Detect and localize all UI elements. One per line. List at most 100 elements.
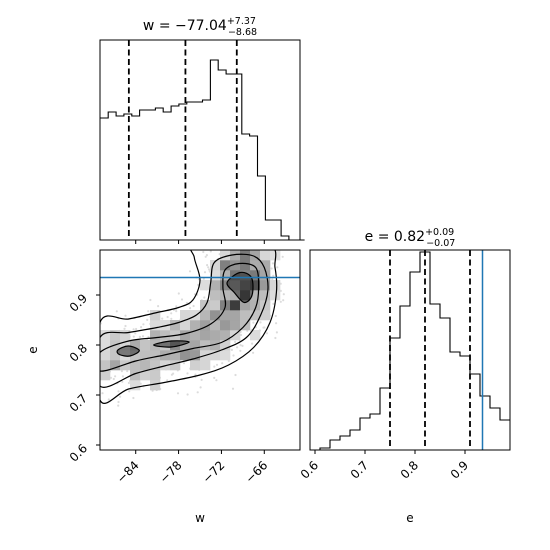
contour-middle [100, 262, 260, 372]
density-cell [220, 260, 231, 271]
e-tick-label: 0.6 [298, 458, 321, 481]
density-cell [150, 320, 161, 331]
density-cell [110, 350, 121, 361]
histogram-step [310, 251, 510, 451]
density-cell [220, 330, 231, 341]
density-cell [160, 330, 171, 341]
density-cell [240, 300, 251, 311]
w-title-upper: +7.37 [227, 16, 256, 27]
e-tick-label: 0.8 [398, 458, 421, 481]
density-cell [260, 250, 271, 261]
density-cell [250, 280, 261, 291]
density-cell [250, 270, 261, 281]
e-axis-ticks: 0.6 0.7 0.8 0.9 [298, 450, 471, 482]
density-cell [270, 290, 281, 301]
w-title-main: w = −77.04 [143, 18, 227, 34]
density-cell [270, 280, 281, 291]
density-cell [230, 300, 241, 311]
density-cell [240, 310, 251, 321]
density-cell [220, 350, 231, 361]
density-cell [260, 260, 271, 271]
density-cell [240, 260, 251, 271]
w-axis-label: w [195, 511, 205, 525]
density-cell [150, 330, 161, 341]
density-cell [120, 330, 131, 341]
density-cell [210, 280, 221, 291]
density-cell [210, 350, 221, 361]
density-cell [130, 370, 141, 381]
density-cell [230, 320, 241, 331]
w-title-lower: −8.68 [228, 27, 257, 38]
density-cell [220, 310, 231, 321]
density-cell [180, 320, 191, 331]
density-cell [260, 290, 271, 301]
e-marginal-frame [309, 249, 511, 451]
density-cell [100, 370, 111, 381]
density-cell [210, 270, 221, 281]
density-cell [130, 360, 141, 371]
density-cell [190, 340, 201, 351]
w-histogram [100, 40, 305, 241]
e-ytick-label: 0.6 [67, 441, 90, 464]
e-title-lower: −0.07 [426, 238, 455, 249]
density-cell [200, 310, 211, 321]
contour-inner [152, 340, 190, 348]
density-cell [250, 290, 261, 301]
density-cell [180, 340, 191, 351]
e-title-main: e = 0.82 [365, 229, 425, 245]
density-cell [170, 350, 181, 361]
2d-frame [99, 249, 301, 451]
density-cell [200, 340, 211, 351]
density-cell [120, 360, 131, 371]
contour-outermost [100, 250, 278, 404]
density-cell [210, 260, 221, 271]
density-cell [210, 330, 221, 341]
density-cell [160, 360, 171, 371]
contour-inner [116, 345, 140, 357]
w-tick-label: −84 [114, 458, 142, 486]
density-cell [170, 360, 181, 371]
density-cell [260, 280, 271, 291]
density-cell [100, 360, 111, 371]
density-cell [260, 310, 271, 321]
density-cell [220, 280, 231, 291]
contour-outer [100, 253, 269, 388]
e-tick-label: 0.7 [348, 458, 371, 481]
w-title: w = −77.04+7.37 −8.68 [143, 16, 257, 38]
density-cell [100, 350, 111, 361]
density-cell [190, 350, 201, 361]
e-yaxis-ticks: 0.6 0.7 0.8 0.9 [67, 291, 100, 465]
density-cell [230, 290, 241, 301]
e-title: e = 0.82+0.09 −0.07 [365, 227, 456, 249]
density-cell [150, 370, 161, 381]
density-cell [170, 320, 181, 331]
density-cell [260, 270, 271, 281]
density-cell [110, 330, 121, 341]
density-cell [160, 320, 171, 331]
density-cell [110, 360, 121, 371]
density-cell [100, 340, 111, 351]
density-contours [100, 250, 278, 404]
density-cell [190, 320, 201, 331]
e-histogram [310, 250, 510, 451]
density-cell [210, 310, 221, 321]
density-cell [250, 250, 261, 261]
e-ytick-label: 0.7 [67, 391, 90, 414]
w-marginal-frame [99, 39, 301, 241]
density-cell [140, 350, 151, 361]
density-cell [200, 330, 211, 341]
density-cell [200, 320, 211, 331]
density-cell [150, 360, 161, 371]
e-axis-label: e [406, 511, 413, 525]
density-cell [220, 340, 231, 351]
density-cell [250, 260, 261, 271]
e-tick-label: 0.9 [448, 458, 471, 481]
density-cell [180, 330, 191, 341]
density-cell [130, 340, 141, 351]
density-cell [180, 350, 191, 361]
density-cell [250, 330, 261, 341]
density-cell [230, 330, 241, 341]
density-cell [230, 310, 241, 321]
w-axis-ticks: −84 −78 −72 −66 [114, 450, 270, 486]
density-cell [130, 380, 141, 391]
